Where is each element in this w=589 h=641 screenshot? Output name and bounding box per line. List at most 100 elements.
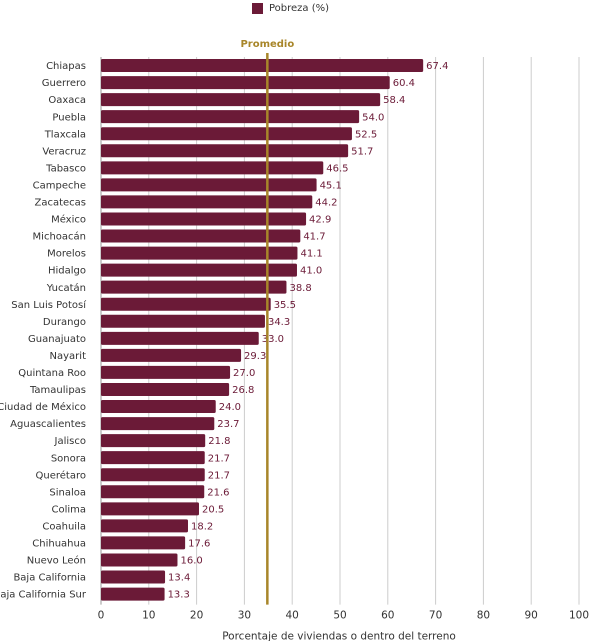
category-label: Morelos [47, 249, 86, 260]
value-label: 27.0 [233, 368, 255, 379]
bar [101, 178, 317, 192]
bar [101, 570, 166, 584]
value-label: 16.0 [180, 556, 202, 567]
bar [101, 365, 231, 379]
legend-swatch [252, 3, 263, 14]
value-label: 20.5 [202, 504, 224, 515]
bar [101, 229, 301, 243]
bar [101, 297, 271, 311]
category-label: Baja California Sur [0, 590, 87, 601]
bar [101, 451, 205, 465]
category-label: Oaxaca [48, 95, 86, 106]
value-label: 60.4 [393, 78, 415, 89]
x-tick-label: 70 [429, 610, 442, 622]
bar [101, 400, 216, 414]
category-label: Coahuila [42, 521, 86, 532]
value-label: 21.6 [207, 487, 229, 498]
bar [101, 468, 205, 482]
bar [101, 144, 349, 158]
value-label: 33.0 [262, 334, 284, 345]
category-label: Veracruz [42, 146, 86, 157]
x-tick-label: 100 [569, 610, 589, 622]
value-label: 38.8 [289, 283, 311, 294]
bar [101, 536, 186, 550]
value-label: 46.5 [326, 163, 348, 174]
value-label: 24.0 [219, 402, 241, 413]
category-label: Chiapas [46, 61, 86, 72]
bar [101, 161, 324, 175]
value-label: 13.3 [168, 590, 190, 601]
value-label: 21.7 [208, 470, 230, 481]
category-label: Nuevo León [27, 555, 86, 567]
bar [101, 59, 424, 73]
x-tick-label: 50 [333, 610, 346, 622]
category-label: Yucatán [46, 282, 86, 294]
value-label: 17.6 [188, 539, 210, 550]
value-label: 51.7 [351, 146, 373, 157]
x-tick-label: 90 [525, 610, 538, 622]
value-label: 18.2 [191, 521, 213, 532]
category-label: Campeche [33, 180, 86, 191]
bar [101, 485, 205, 499]
category-label: Aguascalientes [10, 419, 86, 430]
value-label: 41.0 [300, 266, 322, 277]
bar [101, 587, 165, 601]
bar [101, 314, 265, 328]
category-label: Michoacán [33, 231, 86, 243]
value-label: 23.7 [217, 419, 239, 430]
x-tick-label: 20 [190, 610, 203, 622]
value-label: 34.3 [268, 317, 290, 328]
value-label: 29.3 [244, 351, 266, 362]
category-label: San Luis Potosí [11, 299, 87, 311]
value-label: 26.8 [232, 385, 254, 396]
category-label: Durango [43, 317, 86, 328]
value-label: 13.4 [168, 573, 190, 584]
category-label: Sinaloa [49, 487, 86, 498]
category-label: Chihuahua [32, 539, 86, 550]
x-axis-title: Porcentaje de viviendas o dentro del ter… [222, 631, 456, 641]
x-tick-label: 30 [238, 610, 251, 622]
bar [101, 382, 230, 396]
bar [101, 280, 287, 294]
bar [101, 502, 199, 516]
bar [101, 212, 307, 226]
category-label: Baja California [13, 573, 86, 584]
value-label: 67.4 [426, 61, 448, 72]
bar [101, 93, 381, 107]
bar [101, 246, 298, 260]
bar [101, 553, 178, 567]
bar [101, 110, 360, 124]
category-label: Tabasco [45, 163, 86, 174]
bar [101, 417, 215, 431]
x-tick-label: 80 [477, 610, 490, 622]
category-label: Guanajuato [28, 334, 86, 345]
legend: Pobreza (%) [252, 3, 329, 14]
legend-label: Pobreza (%) [269, 3, 330, 14]
category-label: Guerrero [42, 78, 86, 89]
value-label: 21.8 [208, 436, 230, 447]
value-label: 41.7 [303, 232, 325, 243]
bar [101, 331, 259, 345]
category-label: Jalisco [54, 436, 86, 447]
category-label: Querétaro [36, 469, 86, 481]
value-label: 42.9 [309, 215, 331, 226]
category-label: Hidalgo [48, 266, 86, 277]
bar [101, 263, 297, 277]
bar [101, 76, 390, 90]
x-tick-label: 10 [142, 610, 155, 622]
bar [101, 348, 242, 362]
value-label: 52.5 [355, 129, 377, 140]
value-label: 41.1 [300, 249, 322, 260]
category-label: Puebla [52, 112, 86, 123]
category-label: México [51, 214, 86, 226]
value-label: 45.1 [320, 180, 342, 191]
bar [101, 434, 206, 448]
category-label: Tamaulipas [29, 385, 86, 396]
value-label: 54.0 [362, 112, 384, 123]
x-tick-label: 40 [286, 610, 299, 622]
average-label: Promedio [240, 39, 294, 50]
category-label: Ciudad de México [0, 401, 86, 413]
value-label: 35.5 [274, 300, 296, 311]
x-tick-label: 0 [98, 610, 105, 622]
